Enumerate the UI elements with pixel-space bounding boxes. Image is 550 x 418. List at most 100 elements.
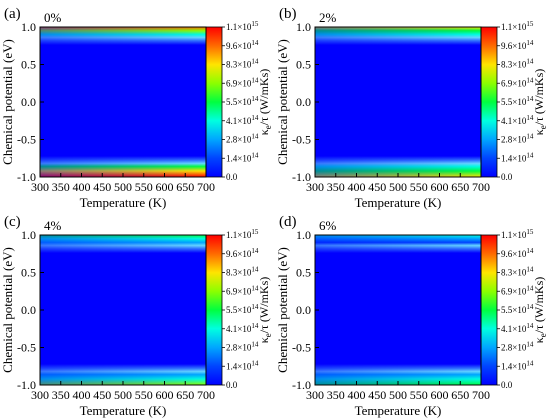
x-tick-label: 300: [31, 180, 49, 194]
x-tick-label: 600: [156, 388, 174, 402]
colorbar-title: κe/τ (W/mKs): [257, 69, 273, 136]
x-tick-label: 500: [114, 180, 132, 194]
chart-panel-a: 300 350 400 450 500 550 600 650 700 1.0 0.5 0.0 -0.5…: [0, 6, 273, 210]
x-tick-label: 600: [431, 180, 449, 194]
x-tick-label: 450: [93, 388, 111, 402]
colorbar-tick-label: 1.1×1015: [501, 20, 534, 32]
y-tick-label: 0.0: [296, 95, 311, 109]
colorbar-tick-label: 4.1×1014: [226, 114, 259, 126]
x-axis-title: Temperature (K): [355, 195, 442, 210]
x-tick-label: 650: [176, 180, 194, 194]
colorbar-tick-label: 1.4×1014: [501, 151, 534, 163]
x-tick-label: 550: [410, 180, 428, 194]
colorbar-tick-label: 4.1×1014: [501, 114, 534, 126]
colorbar-title: κe/τ (W/mKs): [532, 277, 548, 344]
y-tick-label: 0.0: [296, 303, 311, 317]
x-tick-label: 350: [52, 388, 70, 402]
y-tick-label: 1.0: [296, 228, 311, 242]
colorbar-tick-label: 6.9×1014: [226, 284, 259, 296]
chart-panel-b: 300 350 400 450 500 550 600 650 700 1.0 0.5 0.0 -0.5…: [275, 6, 548, 210]
strain-label: 0%: [44, 10, 62, 25]
y-axis-title: Chemical potential (eV): [275, 39, 290, 165]
chart-panel-c: 300 350 400 450 500 550 600 650 700 1.0 0.5 0.0 -0.5…: [0, 214, 273, 418]
colorbar-tick-label: 8.3×1014: [226, 266, 259, 278]
y-tick-label: 0.5: [296, 58, 311, 72]
x-tick-label: 600: [431, 388, 449, 402]
x-tick-label: 700: [197, 388, 215, 402]
x-tick-label: 600: [156, 180, 174, 194]
x-tick-label: 700: [472, 388, 490, 402]
y-tick-label: -1.0: [17, 170, 36, 184]
colorbar-tick-label: 0.0: [501, 172, 513, 182]
y-tick-label: 1.0: [21, 228, 36, 242]
colorbar-tick-label: 5.5×1014: [226, 303, 259, 315]
y-axis-title: Chemical potential (eV): [0, 247, 15, 373]
x-axis-title: Temperature (K): [80, 403, 167, 418]
colorbar-tick-label: 6.9×1014: [501, 76, 534, 88]
strain-label: 2%: [319, 10, 337, 25]
heatmap-field: [315, 235, 481, 385]
x-tick-label: 550: [135, 388, 153, 402]
colorbar-title: κe/τ (W/mKs): [257, 277, 273, 344]
colorbar-tick-label: 5.5×1014: [226, 95, 259, 107]
x-axis-title: Temperature (K): [80, 195, 167, 210]
x-tick-label: 500: [389, 388, 407, 402]
colorbar-tick-label: 2.8×1014: [501, 133, 534, 145]
colorbar-tick-label: 9.6×1014: [226, 247, 259, 259]
x-tick-label: 700: [472, 180, 490, 194]
y-tick-label: 0.5: [21, 266, 36, 280]
x-tick-label: 650: [451, 180, 469, 194]
colorbar-title: κe/τ (W/mKs): [532, 69, 548, 136]
colorbar-tick-label: 1.1×1015: [226, 20, 259, 32]
y-tick-label: -0.5: [292, 341, 311, 355]
x-tick-label: 650: [176, 388, 194, 402]
x-tick-label: 300: [306, 180, 324, 194]
x-tick-label: 400: [348, 388, 366, 402]
colorbar: [480, 234, 498, 386]
y-tick-label: -1.0: [17, 378, 36, 392]
x-tick-label: 650: [451, 388, 469, 402]
x-tick-label: 450: [93, 180, 111, 194]
y-tick-label: 1.0: [296, 20, 311, 34]
colorbar-tick-label: 6.9×1014: [226, 76, 259, 88]
colorbar-tick-label: 2.8×1014: [501, 341, 534, 353]
colorbar-tick-label: 0.0: [501, 380, 513, 390]
panel-letter: (d): [279, 214, 297, 230]
x-tick-label: 350: [52, 180, 70, 194]
colorbar-tick-label: 6.9×1014: [501, 284, 534, 296]
colorbar-tick-label: 8.3×1014: [226, 58, 259, 70]
x-tick-label: 400: [73, 388, 91, 402]
x-tick-label: 700: [197, 180, 215, 194]
colorbar-tick-label: 5.5×1014: [501, 95, 534, 107]
colorbar-tick-label: 1.1×1015: [226, 228, 259, 240]
colorbar-tick-label: 2.8×1014: [226, 341, 259, 353]
colorbar-tick-label: 1.4×1014: [226, 359, 259, 371]
colorbar-tick-label: 9.6×1014: [501, 39, 534, 51]
x-tick-label: 300: [31, 388, 49, 402]
y-tick-label: -1.0: [292, 170, 311, 184]
colorbar-tick-label: 0.0: [226, 380, 238, 390]
y-tick-label: 0.0: [21, 303, 36, 317]
panel-letter: (a): [4, 6, 21, 22]
y-tick-label: 1.0: [21, 20, 36, 34]
y-tick-label: -1.0: [292, 378, 311, 392]
x-tick-label: 350: [327, 388, 345, 402]
y-axis-title: Chemical potential (eV): [0, 39, 15, 165]
colorbar-tick-label: 8.3×1014: [501, 58, 534, 70]
x-tick-label: 450: [368, 388, 386, 402]
y-tick-label: -0.5: [292, 133, 311, 147]
heatmap-field: [40, 27, 206, 177]
y-tick-label: -0.5: [17, 341, 36, 355]
heatmap-field: [40, 235, 206, 385]
x-tick-label: 350: [327, 180, 345, 194]
colorbar-tick-label: 1.4×1014: [226, 151, 259, 163]
panel-letter: (b): [279, 6, 297, 22]
colorbar-tick-label: 1.1×1015: [501, 228, 534, 240]
colorbar: [205, 26, 223, 178]
colorbar-tick-label: 5.5×1014: [501, 303, 534, 315]
y-tick-label: 0.0: [21, 95, 36, 109]
colorbar: [480, 26, 498, 178]
x-tick-label: 500: [114, 388, 132, 402]
colorbar-tick-label: 9.6×1014: [226, 39, 259, 51]
